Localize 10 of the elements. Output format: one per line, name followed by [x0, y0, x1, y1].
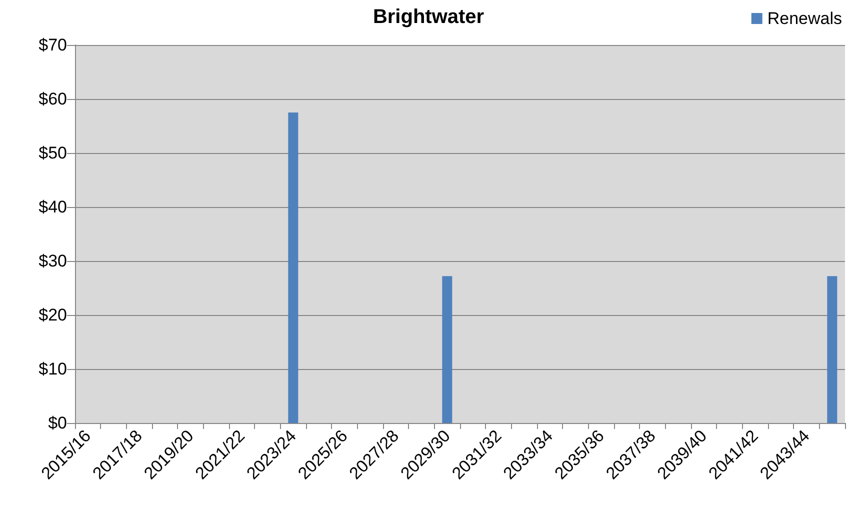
- y-tick-label: $60: [38, 90, 67, 108]
- y-tick-label: $10: [38, 360, 67, 378]
- y-tick-label: $70: [38, 36, 67, 54]
- y-tick-label: $30: [38, 252, 67, 270]
- y-tick-label: $20: [38, 306, 67, 324]
- legend-label: Renewals: [767, 9, 842, 28]
- chart-title: Brightwater: [372, 6, 484, 28]
- y-tick-label: $40: [38, 198, 67, 216]
- y-tick-label: $50: [38, 144, 67, 162]
- y-tick-label: $0: [48, 414, 67, 432]
